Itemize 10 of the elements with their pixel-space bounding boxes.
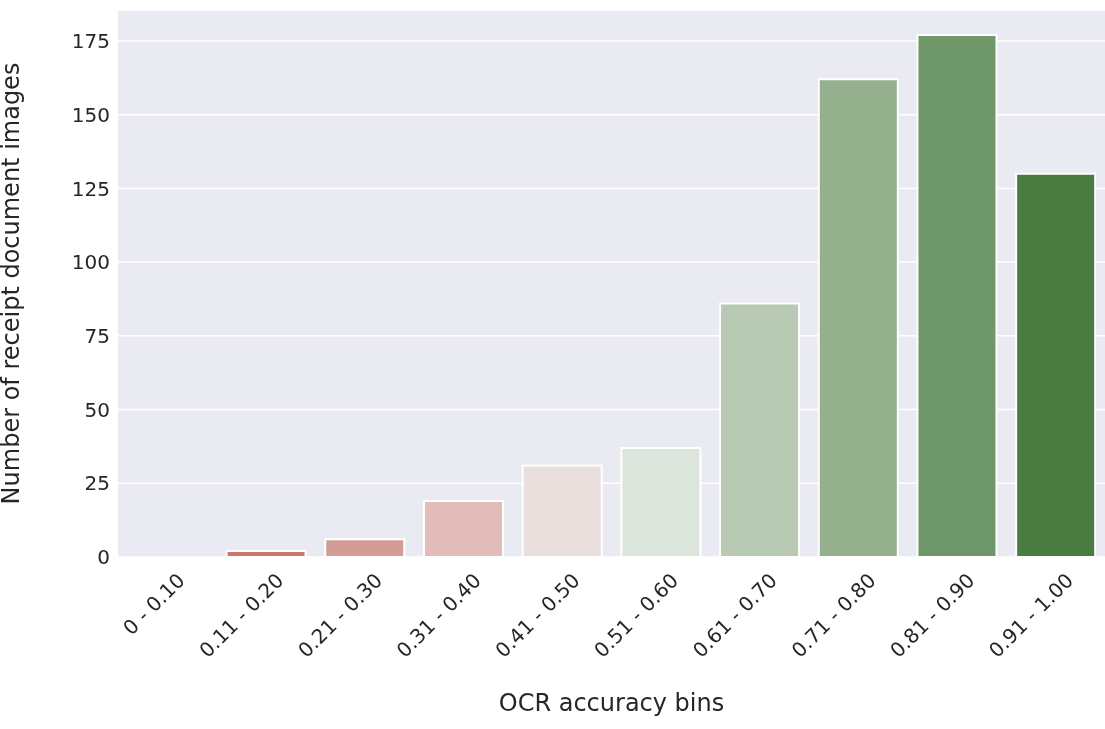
x-axis-title: OCR accuracy bins (498, 689, 725, 717)
y-tick-label: 125 (71, 176, 110, 201)
y-tick-label: 25 (84, 471, 110, 496)
y-tick-label: 175 (71, 29, 110, 54)
y-tick-label: 0 (97, 545, 110, 570)
y-tick-label: 50 (84, 397, 110, 422)
y-tick-label: 75 (84, 323, 110, 348)
y-tick-label: 150 (71, 102, 110, 127)
y-tick-label: 100 (71, 250, 110, 275)
y-axis-title: Number of receipt document images (0, 62, 25, 505)
